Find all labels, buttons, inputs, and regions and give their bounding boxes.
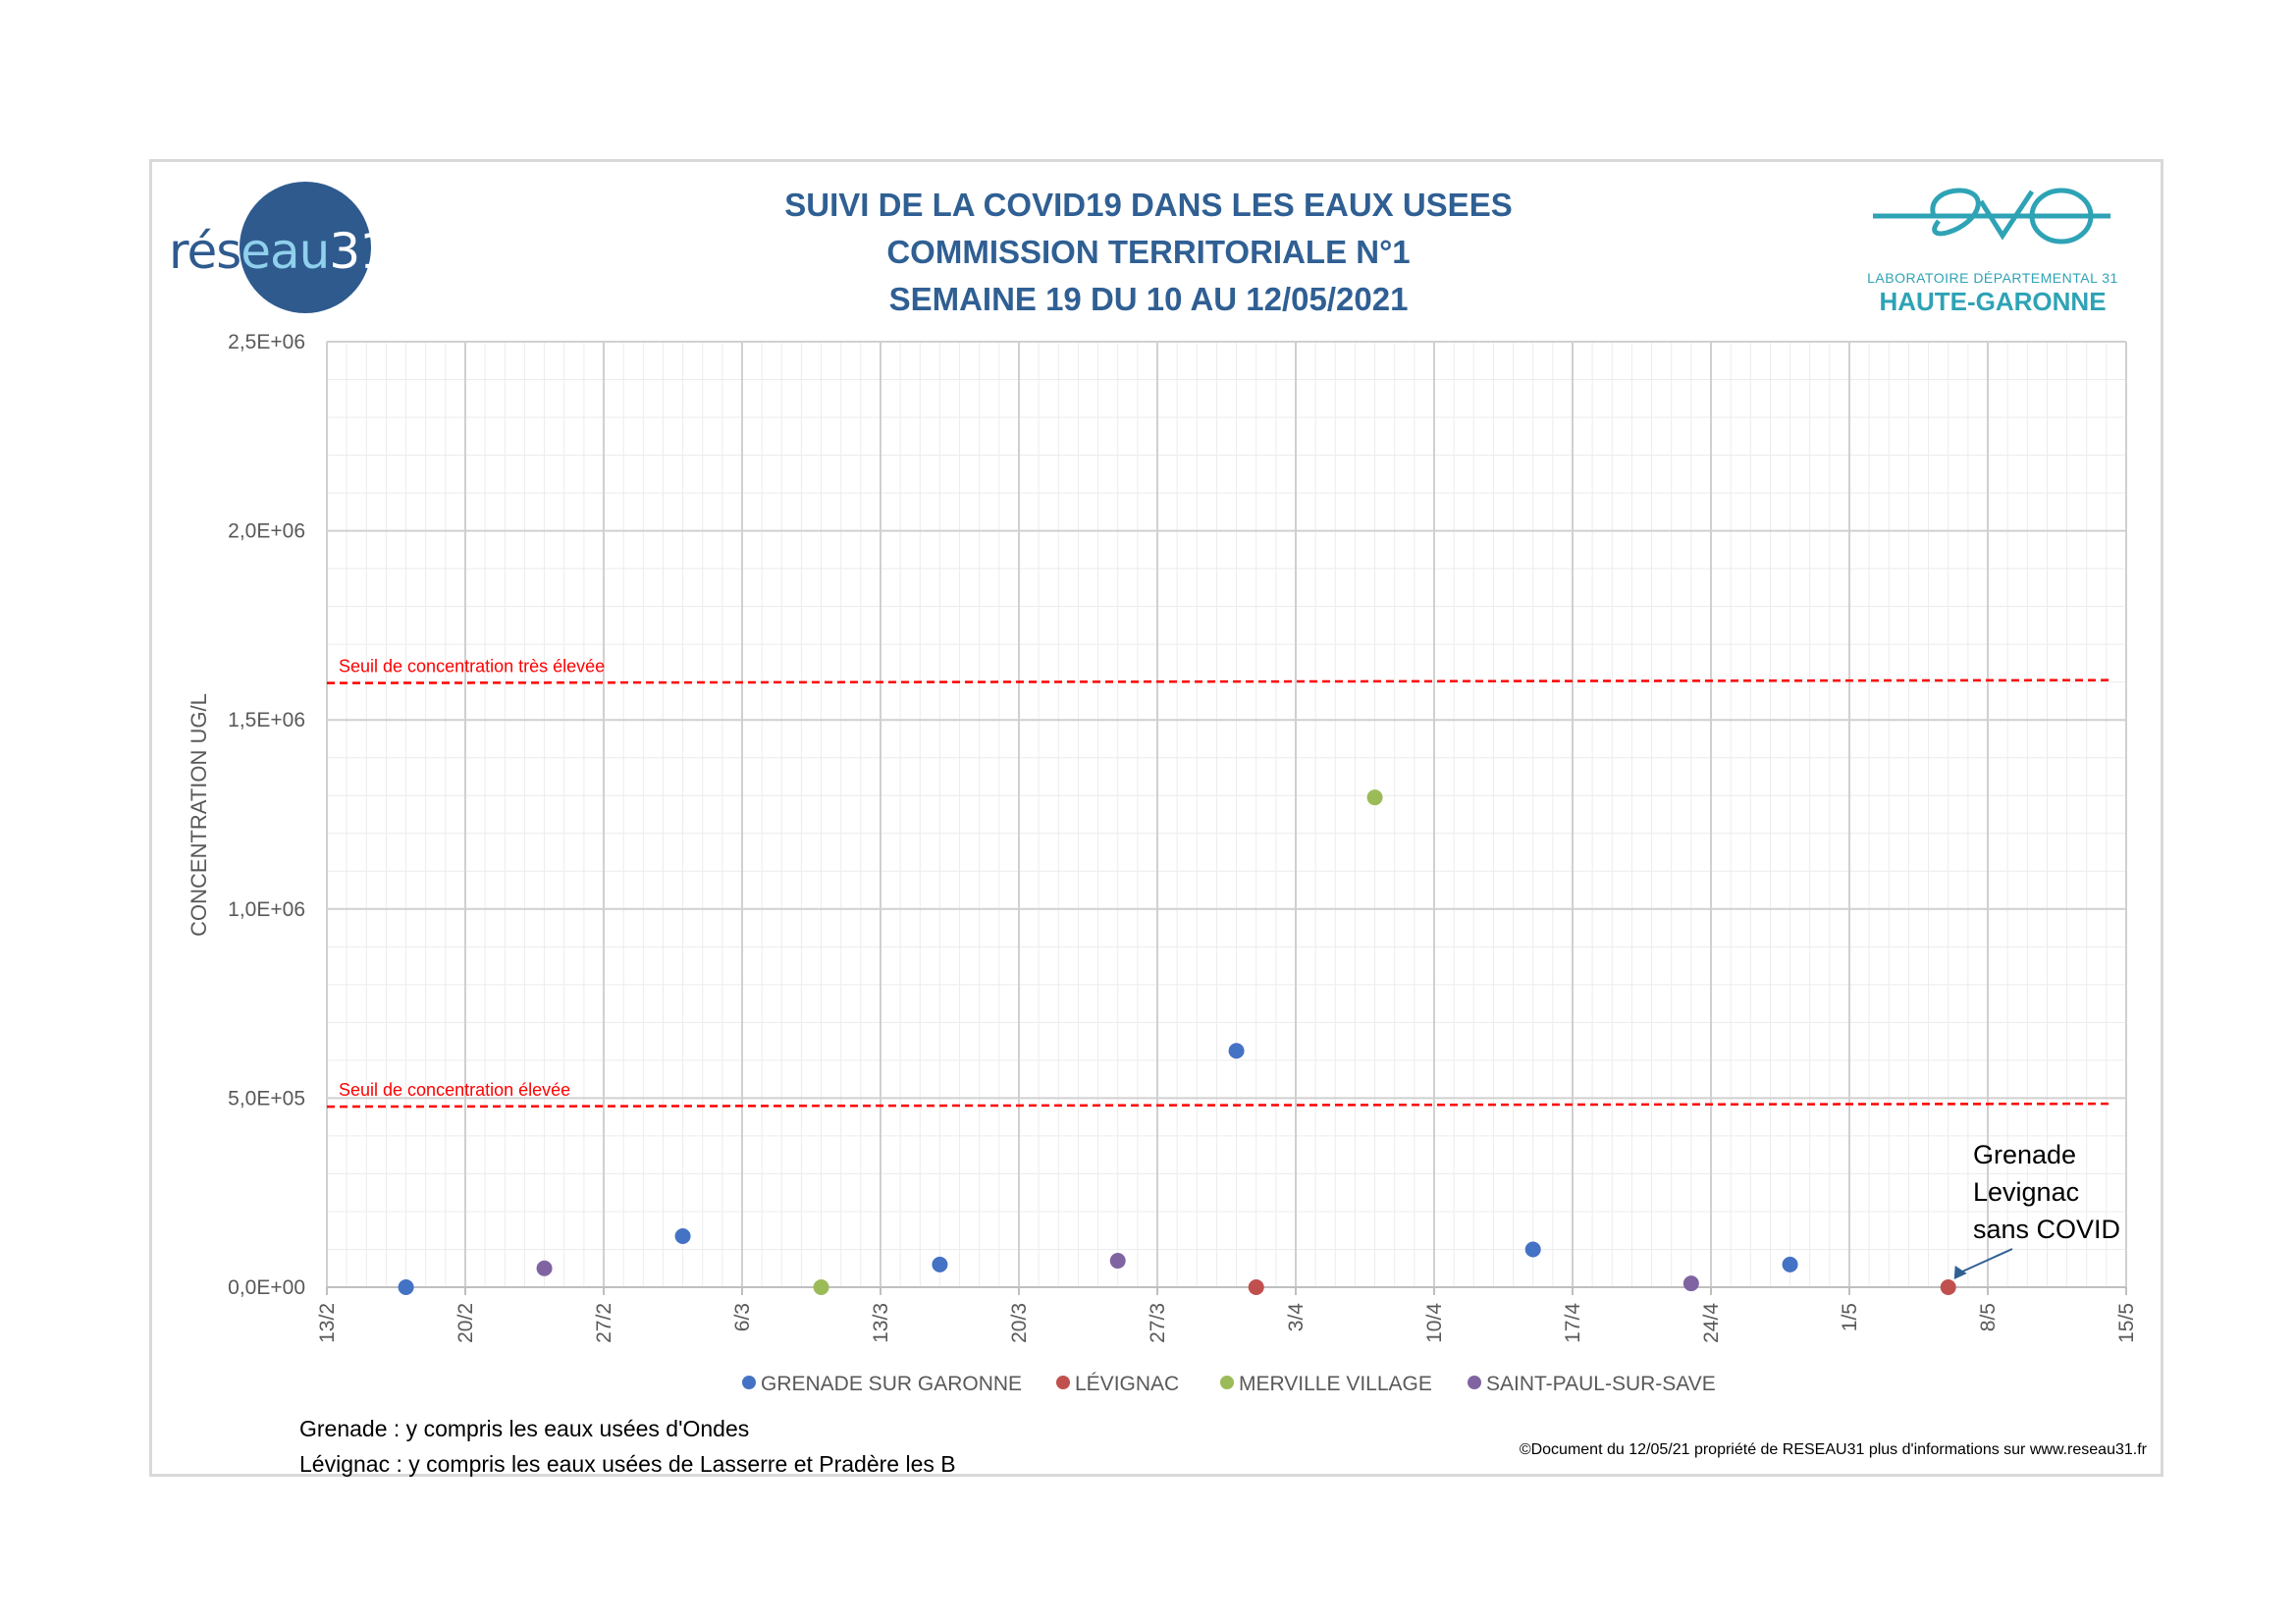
title-line-1: SUIVI DE LA COVID19 DANS LES EAUX USEES [784,187,1513,223]
eva-dept-label: HAUTE-GARONNE [1879,287,2107,316]
chart-frame [149,159,2163,1477]
eva-lab-label: LABORATOIRE DÉPARTEMENTAL 31 [1867,270,2118,286]
title-line-3: SEMAINE 19 DU 10 AU 12/05/2021 [888,281,1409,317]
reseau31-logo: réseau31 [169,182,391,314]
title-line-2: COMMISSION TERRITORIALE N°1 [886,234,1411,270]
eva-logo-mark [1873,188,2110,244]
eva-logo: LABORATOIRE DÉPARTEMENTAL 31 HAUTE-GARON… [1865,177,2120,316]
copyright-text: ©Document du 12/05/21 propriété de RESEA… [1519,1441,2147,1458]
note-grenade: Grenade : y compris les eaux usées d'Ond… [299,1416,750,1441]
note-levignac: Lévignac : y compris les eaux usées de L… [299,1451,956,1477]
chart-title: SUIVI DE LA COVID19 DANS LES EAUX USEES … [550,182,1747,323]
logo-wordmark: réseau31 [169,223,391,280]
logo-disc [240,182,371,313]
